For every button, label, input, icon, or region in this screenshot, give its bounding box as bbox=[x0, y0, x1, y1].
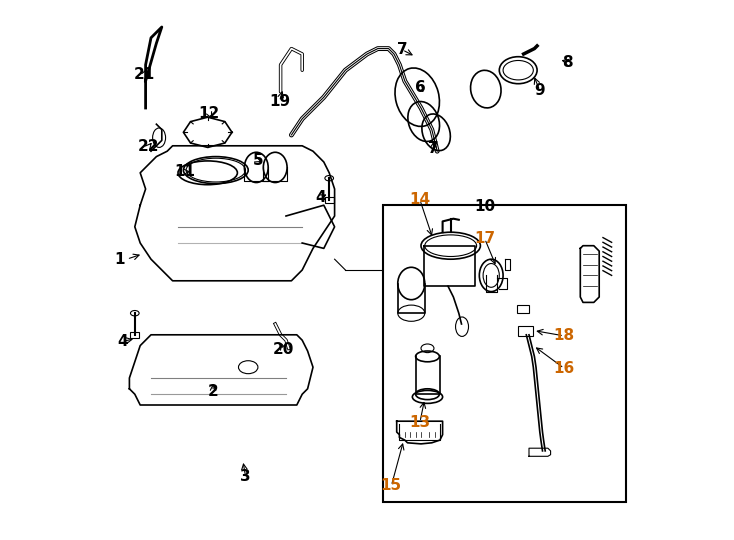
Text: 21: 21 bbox=[134, 67, 155, 82]
Bar bbox=[383, 205, 626, 502]
Text: 12: 12 bbox=[199, 106, 220, 121]
Bar bbox=[325, 197, 333, 202]
Text: 17: 17 bbox=[474, 231, 495, 246]
Text: 22: 22 bbox=[137, 139, 159, 154]
Polygon shape bbox=[129, 335, 313, 405]
Text: 14: 14 bbox=[410, 192, 430, 207]
Bar bbox=[518, 326, 534, 336]
Text: 15: 15 bbox=[381, 478, 401, 494]
Text: 20: 20 bbox=[272, 342, 294, 357]
Bar bbox=[517, 305, 529, 313]
Text: 6: 6 bbox=[415, 80, 425, 95]
Text: 7: 7 bbox=[397, 42, 407, 57]
Text: 4: 4 bbox=[316, 190, 327, 205]
Text: 2: 2 bbox=[208, 384, 219, 399]
Text: 1: 1 bbox=[115, 252, 125, 267]
Text: 9: 9 bbox=[534, 83, 545, 98]
Text: 16: 16 bbox=[553, 361, 575, 376]
Text: 19: 19 bbox=[269, 94, 290, 109]
Text: 11: 11 bbox=[174, 164, 195, 179]
Bar bbox=[131, 332, 139, 338]
Text: 10: 10 bbox=[474, 199, 495, 214]
Text: 7: 7 bbox=[428, 141, 439, 156]
Text: 18: 18 bbox=[553, 328, 575, 343]
Text: 4: 4 bbox=[117, 334, 128, 349]
Text: 5: 5 bbox=[252, 153, 264, 168]
Text: 13: 13 bbox=[410, 415, 430, 430]
Text: 3: 3 bbox=[240, 469, 251, 484]
Text: 8: 8 bbox=[562, 55, 573, 70]
